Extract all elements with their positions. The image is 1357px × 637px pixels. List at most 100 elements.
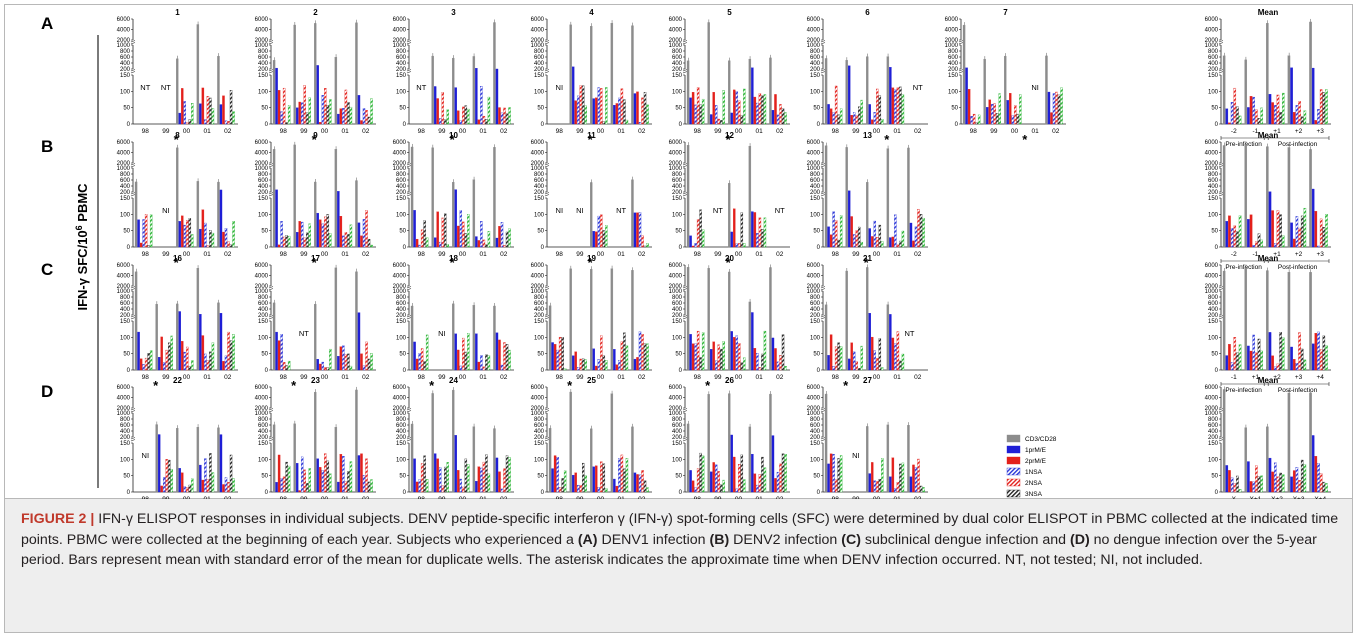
data-bar: [362, 474, 366, 493]
data-bar: [357, 312, 361, 371]
y-tick-label: 2000: [1205, 406, 1219, 412]
data-bar: [347, 353, 350, 371]
data-bar: [761, 353, 764, 371]
y-tick-label: 4000: [255, 274, 269, 280]
infection-asterisk: *: [726, 132, 732, 147]
x-tick-label: 00: [459, 251, 467, 258]
data-bar: [1279, 472, 1282, 493]
data-bar: [487, 355, 491, 371]
y-tick-label: 6000: [531, 17, 545, 23]
data-bar: [756, 484, 759, 493]
data-bar: [1311, 67, 1315, 125]
data-bar: [1292, 112, 1296, 125]
y-tick-label: 150: [258, 319, 269, 325]
y-tick-label: 800: [810, 172, 821, 178]
data-bar: [272, 60, 276, 125]
y-tick-label: 150: [948, 73, 959, 79]
x-tick-label: +3: [1295, 374, 1303, 381]
data-bar: [763, 330, 767, 371]
panel-title: 20: [725, 254, 734, 263]
caption-label-d: (D): [1069, 531, 1090, 548]
data-bar: [209, 230, 212, 248]
data-bar: [743, 357, 746, 371]
data-bar: [834, 85, 838, 125]
data-bar: [413, 458, 416, 493]
y-tick-label: 200: [258, 435, 269, 441]
y-tick-label: 6000: [807, 263, 821, 269]
data-bar: [229, 454, 233, 493]
data-bar: [503, 468, 506, 493]
data-bar: [441, 92, 444, 125]
data-bar: [334, 427, 338, 493]
y-tick-label: 1000: [669, 289, 683, 295]
data-bar: [571, 355, 575, 371]
x-tick-label: 98: [280, 128, 288, 135]
axis-break: [544, 408, 550, 411]
data-bar: [901, 230, 905, 248]
y-tick-label: 6000: [117, 140, 131, 146]
data-bar: [620, 341, 624, 371]
data-bar: [763, 217, 767, 248]
data-bar: [868, 473, 871, 493]
legend-swatch: [1006, 489, 1021, 498]
y-tick-label: 1000: [807, 411, 821, 417]
x-tick-label: 99: [162, 251, 170, 258]
data-bar: [582, 85, 585, 125]
data-bar: [590, 182, 593, 248]
data-bar: [165, 349, 168, 371]
y-tick-label: 200: [396, 67, 407, 73]
axis-break: [682, 439, 688, 442]
data-bar: [886, 424, 890, 493]
data-bar: [753, 348, 757, 371]
data-bar: [967, 89, 971, 125]
y-tick-label: 1000: [117, 289, 131, 295]
subject-panel: 2560004000200010008006004002001501005009…: [531, 376, 652, 500]
axis-break: [130, 40, 136, 43]
data-bar: [1225, 221, 1229, 248]
y-tick-label: 800: [1208, 295, 1219, 301]
y-tick-label: 800: [120, 49, 131, 55]
data-bar: [316, 65, 319, 125]
data-bar: [206, 96, 210, 125]
data-bar: [319, 467, 322, 493]
data-bar: [459, 365, 463, 371]
y-tick-label: 150: [534, 73, 545, 79]
data-bar: [472, 426, 476, 493]
x-tick-label: 00: [183, 128, 191, 135]
data-bar: [901, 94, 905, 125]
data-bar: [1252, 481, 1255, 493]
x-tick-label: X+3: [1293, 496, 1305, 500]
y-tick-label: 800: [396, 295, 407, 301]
y-tick-label: 0: [403, 122, 407, 128]
data-bar: [1244, 427, 1248, 493]
x-tick-label: 00: [321, 128, 329, 135]
data-bar: [436, 458, 439, 493]
y-tick-label: 50: [399, 106, 406, 112]
y-tick-label: 4000: [807, 28, 821, 34]
infection-asterisk: *: [174, 132, 180, 147]
axis-break: [268, 40, 274, 43]
data-bar: [1322, 227, 1326, 248]
data-bar: [728, 393, 731, 493]
data-bar: [735, 488, 739, 493]
y-tick-label: 1000: [531, 43, 545, 49]
data-bar: [467, 214, 470, 248]
subject-panel: 1600040002000100080060040020015010050098…: [117, 8, 238, 147]
y-tick-label: 2000: [807, 161, 821, 167]
axis-break: [268, 69, 274, 72]
data-bar: [1311, 343, 1315, 371]
x-tick-label: 99: [300, 496, 308, 500]
y-tick-label: 150: [396, 73, 407, 79]
y-tick-label: 6000: [255, 263, 269, 269]
y-tick-label: 6000: [255, 17, 269, 23]
data-bar: [633, 358, 637, 371]
axis-break: [268, 165, 274, 168]
data-bar: [339, 108, 343, 125]
x-tick-label: 99: [990, 128, 998, 135]
y-tick-label: 6000: [669, 263, 683, 269]
x-tick-label: 00: [321, 496, 329, 500]
data-bar: [1228, 344, 1231, 371]
x-tick-label: 00: [459, 128, 467, 135]
y-tick-label: 0: [1215, 368, 1219, 374]
x-tick-label: 99: [300, 251, 308, 258]
